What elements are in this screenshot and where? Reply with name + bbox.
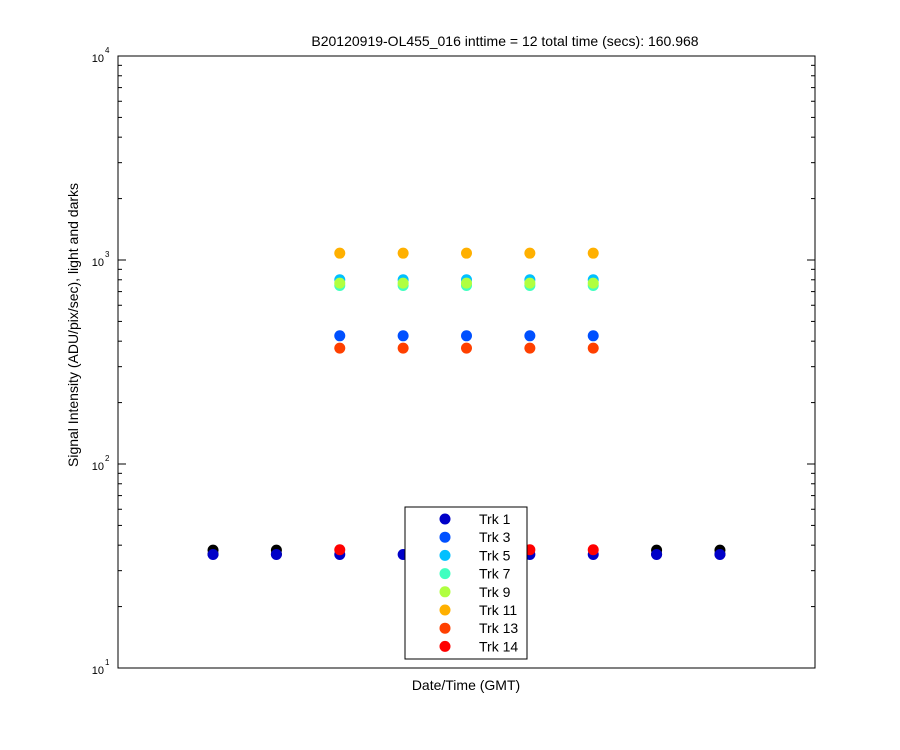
legend-marker — [439, 568, 451, 580]
legend-marker — [439, 531, 451, 543]
legend-label: Trk 5 — [479, 547, 511, 563]
data-point — [714, 549, 726, 561]
legend-marker — [439, 549, 451, 561]
data-point — [334, 544, 346, 556]
data-point — [461, 277, 472, 289]
legend-label: Trk 14 — [479, 638, 518, 654]
legend-marker — [439, 622, 451, 634]
y-tick-label: 10 — [92, 461, 104, 473]
y-tick-exponent: 2 — [105, 454, 110, 463]
data-point — [461, 330, 472, 342]
legend-marker — [439, 640, 451, 652]
data-point — [397, 342, 409, 354]
data-point — [334, 247, 346, 259]
y-tick-label: 10 — [92, 665, 104, 677]
legend-label: Trk 9 — [479, 584, 511, 600]
data-point — [524, 277, 536, 289]
y-axis-ticks — [118, 64, 815, 669]
data-point — [397, 247, 409, 259]
data-point — [397, 277, 409, 289]
legend-label: Trk 11 — [479, 602, 517, 618]
legend-label: Trk 1 — [479, 511, 511, 527]
data-point — [587, 544, 599, 556]
data-point — [270, 549, 282, 561]
legend-label: Trk 3 — [479, 529, 511, 545]
data-point — [524, 330, 536, 342]
data-point — [524, 342, 536, 354]
x-axis-label: Date/Time (GMT) — [412, 677, 520, 693]
y-tick-exponent: 1 — [105, 658, 110, 667]
data-point — [587, 342, 599, 354]
data-point — [397, 330, 409, 342]
y-tick-exponent: 4 — [105, 46, 110, 55]
data-point — [461, 247, 472, 259]
y-tick-label: 10 — [92, 53, 104, 65]
data-points — [207, 247, 726, 561]
data-point — [334, 342, 346, 354]
data-point — [461, 342, 472, 354]
legend-marker — [439, 513, 451, 525]
legend-box — [404, 506, 528, 660]
chart-title: B20120919-OL455_016 inttime = 12 total t… — [311, 33, 698, 49]
data-point — [651, 549, 663, 561]
data-point — [207, 549, 219, 561]
data-point — [334, 277, 346, 289]
legend-label: Trk 13 — [479, 620, 518, 636]
data-point — [334, 330, 346, 342]
y-axis-label: Signal Intensity (ADU/pix/sec), light an… — [65, 183, 81, 467]
data-point — [587, 330, 599, 342]
data-point — [587, 277, 599, 289]
legend: Trk 1 Trk 3 Trk 5 Trk 7 Trk 9 Trk 11 Trk 13 Trk… — [404, 506, 528, 660]
legend-marker — [439, 586, 451, 598]
legend-marker — [439, 604, 451, 616]
data-point — [524, 247, 536, 259]
y-tick-exponent: 3 — [105, 250, 110, 259]
y-tick-label: 10 — [92, 257, 104, 269]
legend-label: Trk 7 — [479, 566, 511, 582]
data-point — [587, 247, 599, 259]
